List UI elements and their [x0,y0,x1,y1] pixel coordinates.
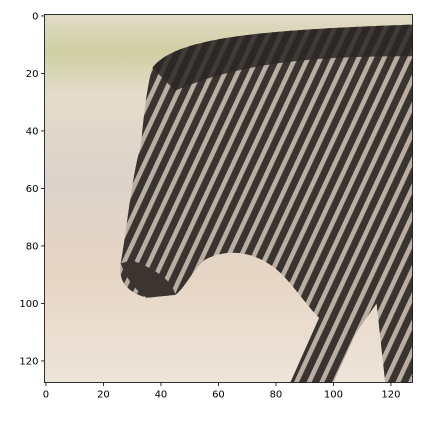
x-tick-label: 120 [381,390,400,401]
y-tick-label: 120 [19,356,38,367]
y-tick-label: 20 [26,69,39,80]
x-tick-label: 80 [270,390,283,401]
y-tick-label: 0 [32,11,38,22]
x-tick-label: 60 [212,390,225,401]
x-tick-label: 20 [97,390,110,401]
y-tick-label: 60 [26,184,39,195]
image [44,14,413,383]
x-tick-label: 100 [324,390,343,401]
y-tick-label: 80 [26,241,39,252]
axes-frame [44,14,413,383]
y-tick-label: 100 [19,299,38,310]
y-tick-label: 40 [26,126,39,137]
x-tick-label: 40 [155,390,168,401]
x-tick-label: 0 [43,390,49,401]
